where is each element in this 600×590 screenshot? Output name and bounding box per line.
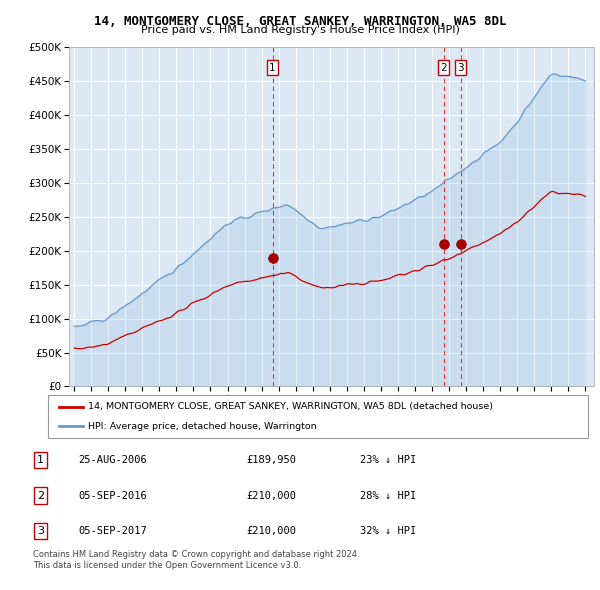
Text: 3: 3: [457, 63, 464, 73]
Text: 1: 1: [37, 455, 44, 465]
Text: This data is licensed under the Open Government Licence v3.0.: This data is licensed under the Open Gov…: [33, 560, 301, 569]
Text: 3: 3: [37, 526, 44, 536]
Text: 32% ↓ HPI: 32% ↓ HPI: [360, 526, 416, 536]
Text: 14, MONTGOMERY CLOSE, GREAT SANKEY, WARRINGTON, WA5 8DL: 14, MONTGOMERY CLOSE, GREAT SANKEY, WARR…: [94, 15, 506, 28]
Text: 05-SEP-2017: 05-SEP-2017: [78, 526, 147, 536]
Text: Price paid vs. HM Land Registry's House Price Index (HPI): Price paid vs. HM Land Registry's House …: [140, 25, 460, 35]
Text: 2: 2: [440, 63, 447, 73]
FancyBboxPatch shape: [48, 395, 588, 438]
Text: 23% ↓ HPI: 23% ↓ HPI: [360, 455, 416, 465]
Text: Contains HM Land Registry data © Crown copyright and database right 2024.: Contains HM Land Registry data © Crown c…: [33, 550, 359, 559]
Text: £210,000: £210,000: [246, 491, 296, 500]
Text: 25-AUG-2006: 25-AUG-2006: [78, 455, 147, 465]
Text: 14, MONTGOMERY CLOSE, GREAT SANKEY, WARRINGTON, WA5 8DL (detached house): 14, MONTGOMERY CLOSE, GREAT SANKEY, WARR…: [89, 402, 493, 411]
Text: HPI: Average price, detached house, Warrington: HPI: Average price, detached house, Warr…: [89, 422, 317, 431]
Text: 28% ↓ HPI: 28% ↓ HPI: [360, 491, 416, 500]
Text: £210,000: £210,000: [246, 526, 296, 536]
Text: 2: 2: [37, 491, 44, 500]
Text: £189,950: £189,950: [246, 455, 296, 465]
Text: 1: 1: [269, 63, 276, 73]
Text: 05-SEP-2016: 05-SEP-2016: [78, 491, 147, 500]
